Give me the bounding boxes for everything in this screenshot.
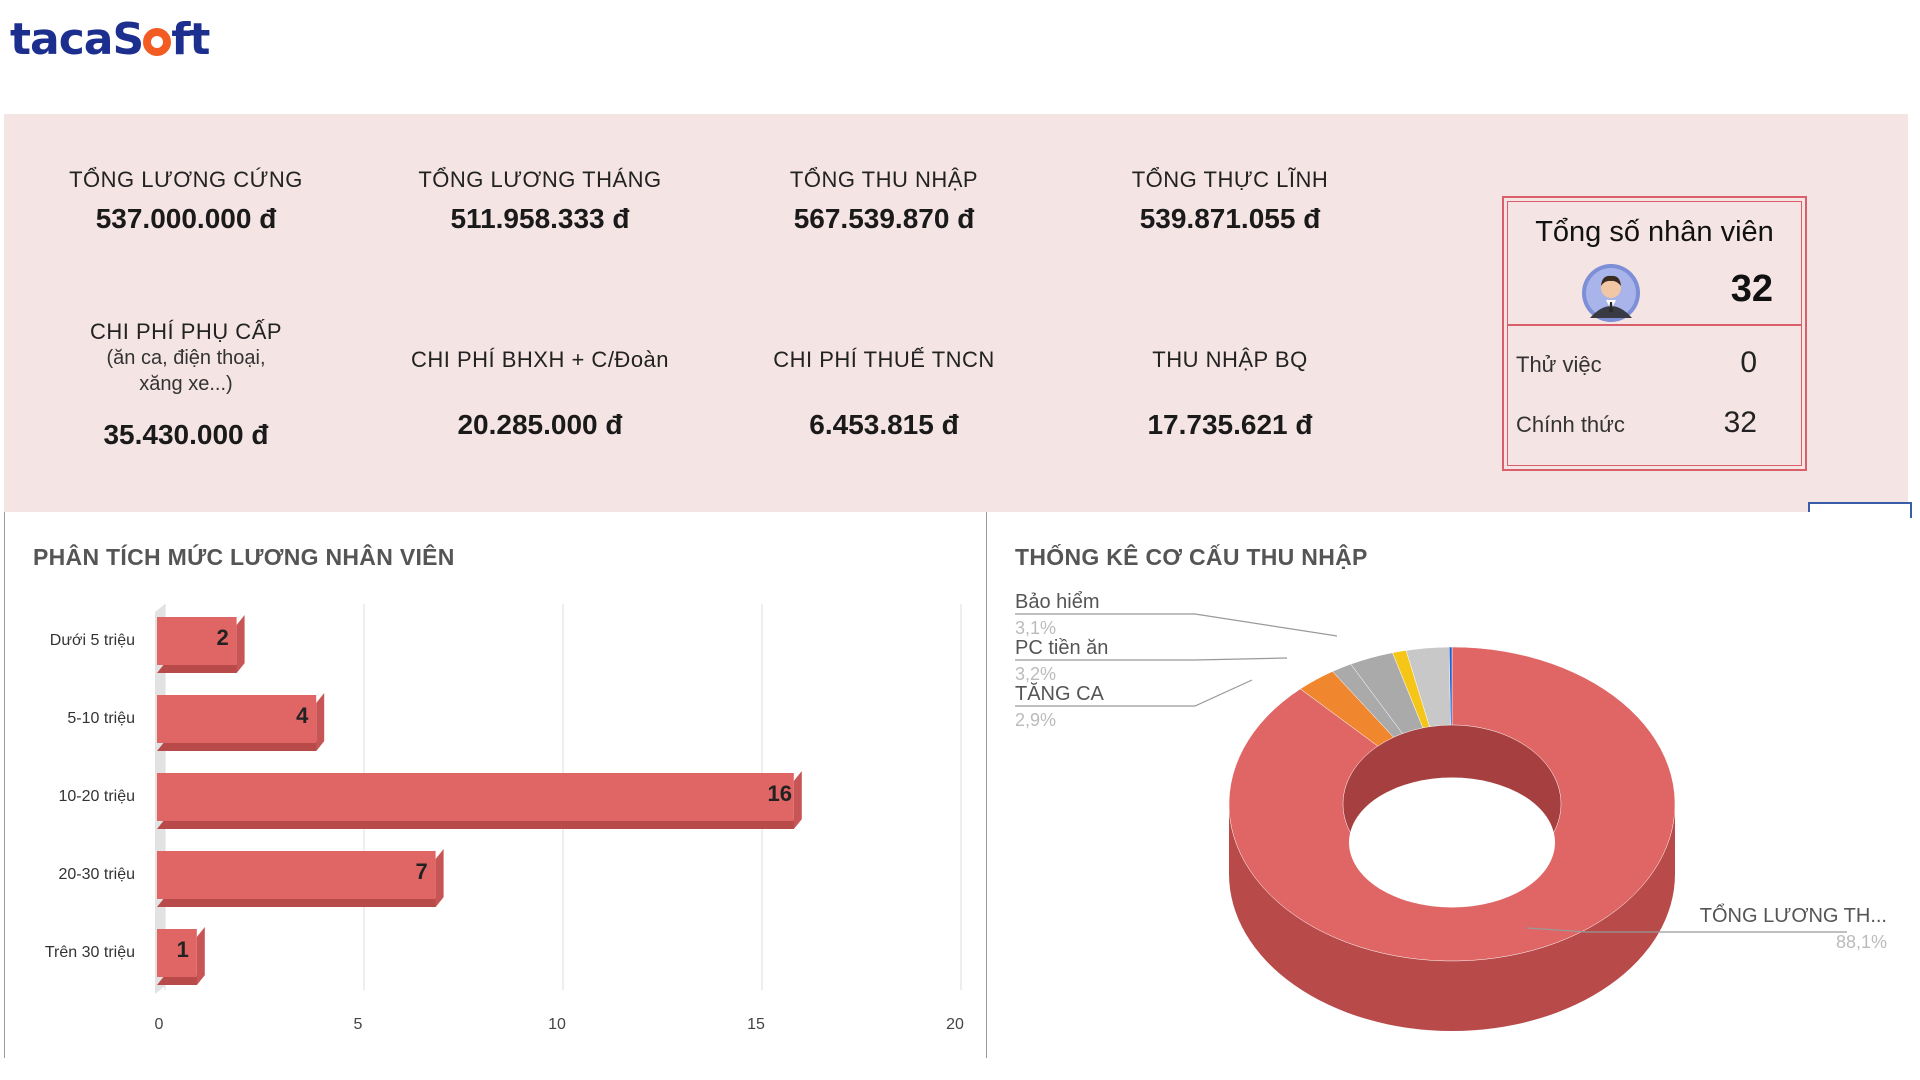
employee-card-title: Tổng số nhân viên	[1535, 216, 1774, 248]
bar	[157, 851, 436, 899]
brand-name-part3: ft	[171, 14, 210, 65]
kpi-label: CHI PHÍ PHỤ CẤP	[89, 319, 283, 344]
kpi-label: CHI PHÍ THUẾ TNCN	[773, 347, 995, 372]
kpi-value: 17.735.621 đ	[1147, 409, 1313, 440]
y-category-label: 10-20 triệu	[59, 788, 136, 805]
leader-line	[1015, 679, 1253, 707]
employee-card-inner: Tổng số nhân viên 32 Thử việc 0 Chính th…	[1507, 201, 1802, 466]
kpi-label: THU NHẬP BQ	[1152, 347, 1308, 372]
pie-chart-svg: Bảo hiểm 3,1%PC tiền ăn 3,2%TĂNG CA 2,9% TỔN…	[1015, 591, 1887, 1031]
bar-end-face	[196, 927, 205, 985]
kpi-allowance-cost: CHI PHÍ PHỤ CẤP (ăn ca, điện thoại, xăng…	[26, 319, 346, 451]
y-category-label: 20-30 triệu	[59, 866, 136, 883]
kpi-total-monthly-salary: TỔNG LƯƠNG THÁNG 511.958.333 đ	[380, 167, 700, 235]
bar-end-face	[236, 615, 245, 673]
x-tick-label: 5	[354, 1016, 363, 1033]
bar-data-label: 7	[415, 859, 427, 884]
bar	[157, 929, 197, 977]
official-label: Chính thức	[1516, 412, 1625, 437]
pie-slice	[1448, 646, 1453, 726]
bar-data-label: 1	[177, 937, 189, 962]
salary-level-chart: PHÂN TÍCH MỨC LƯƠNG NHÂN VIÊN 0 5 10 15 20 Dư…	[4, 512, 987, 1058]
bar-bottom-face	[157, 741, 325, 751]
employee-count-card: Tổng số nhân viên 32 Thử việc 0 Chính th…	[1502, 196, 1807, 471]
brand-name-part2: S	[112, 14, 145, 65]
slice-percent-label: 3,2%	[1015, 664, 1056, 684]
x-tick-label: 10	[548, 1016, 566, 1033]
brand-logo: tacaS ft	[10, 10, 210, 70]
leader-line	[1015, 657, 1288, 661]
slice-percent-label: 3,1%	[1015, 618, 1056, 638]
kpi-label: TỔNG THỰC LĨNH	[1131, 167, 1329, 192]
bar	[157, 773, 794, 821]
kpi-value: 567.539.870 đ	[793, 203, 975, 234]
kpi-label: TỔNG LƯƠNG CỨNG	[69, 167, 303, 192]
kpi-label: TỔNG THU NHẬP	[789, 167, 979, 192]
kpi-label: TỔNG LƯƠNG THÁNG	[418, 167, 662, 192]
bar-end-face	[435, 849, 444, 907]
kpi-insurance-cost: CHI PHÍ BHXH + C/Đoàn 20.285.000 đ	[380, 347, 700, 441]
kpi-value: 6.453.815 đ	[809, 409, 959, 440]
kpi-value: 511.958.333 đ	[450, 203, 630, 234]
slice-percent-label: 2,9%	[1015, 710, 1056, 730]
bar-bottom-face	[157, 819, 802, 829]
kpi-total-base-salary: TỔNG LƯƠNG CỨNG 537.000.000 đ	[26, 167, 346, 235]
x-tick-label: 15	[747, 1016, 765, 1033]
kpi-average-income: THU NHẬP BQ 17.735.621 đ	[1070, 347, 1390, 441]
kpi-total-net-pay: TỔNG THỰC LĨNH 539.871.055 đ	[1070, 167, 1390, 235]
y-category-label: Trên 30 triệu	[45, 944, 135, 961]
y-category-label: 5-10 triệu	[67, 710, 135, 727]
bar-end-face	[316, 693, 325, 751]
bar-chart-title: PHÂN TÍCH MỨC LƯƠNG NHÂN VIÊN	[33, 544, 455, 570]
kpi-pit-cost: CHI PHÍ THUẾ TNCN 6.453.815 đ	[724, 347, 1044, 441]
slice-name-label: PC tiền ăn	[1015, 637, 1108, 659]
kpi-value: 539.871.055 đ	[1139, 203, 1321, 234]
slice-name-label: Bảo hiểm	[1015, 591, 1100, 613]
pie-chart-title: THỐNG KÊ CƠ CẤU THU NHẬP	[1015, 544, 1368, 570]
kpi-sublabel: (ăn ca, điện thoại,	[106, 347, 266, 369]
slice-percent-label: 88,1%	[1836, 932, 1887, 952]
bar-end-face	[793, 771, 802, 829]
income-structure-chart: THỐNG KÊ CƠ CẤU THU NHẬP Bảo hiểm 3,1% PC …	[986, 512, 1909, 1058]
bar-bottom-face	[157, 975, 205, 985]
kpi-total-income: TỔNG THU NHẬP 567.539.870 đ	[724, 167, 1044, 235]
leader-line	[1015, 613, 1338, 637]
official-count: 32	[1723, 406, 1757, 439]
kpi-value: 20.285.000 đ	[457, 409, 623, 440]
brand-name-part1: taca	[10, 14, 113, 65]
kpi-sublabel-2: xăng xe...)	[139, 373, 233, 395]
probation-count: 0	[1740, 346, 1757, 379]
slice-name-label: TỔNG LƯƠNG TH...	[1700, 903, 1887, 927]
brand-logo-icon	[143, 28, 172, 56]
bar-data-label: 2	[216, 625, 228, 650]
probation-label: Thử việc	[1516, 352, 1602, 377]
donut-hole	[1349, 777, 1555, 908]
kpi-label: CHI PHÍ BHXH + C/Đoàn	[410, 347, 670, 372]
bar	[157, 695, 317, 743]
x-tick-label: 20	[946, 1016, 964, 1033]
employee-avatar-icon	[1582, 264, 1640, 322]
bar-chart-svg: 0 5 10 15 20 Dưới 5 triệu 2 5-10 triệu 4 10-20 tr…	[45, 604, 964, 1033]
bar-data-label: 16	[768, 781, 792, 806]
x-tick-label: 0	[155, 1016, 164, 1033]
bar-bottom-face	[157, 897, 444, 907]
divider	[1508, 324, 1801, 326]
bar	[157, 617, 237, 665]
kpi-value: 537.000.000 đ	[95, 203, 277, 234]
y-category-label: Dưới 5 triệu	[50, 632, 135, 649]
slice-name-label: TĂNG CA	[1015, 682, 1105, 705]
kpi-value: 35.430.000 đ	[103, 419, 269, 450]
bar-data-label: 4	[296, 703, 309, 728]
bar-bottom-face	[157, 663, 245, 673]
leader-line	[1526, 927, 1847, 933]
employee-total-count: 32	[1730, 268, 1773, 310]
